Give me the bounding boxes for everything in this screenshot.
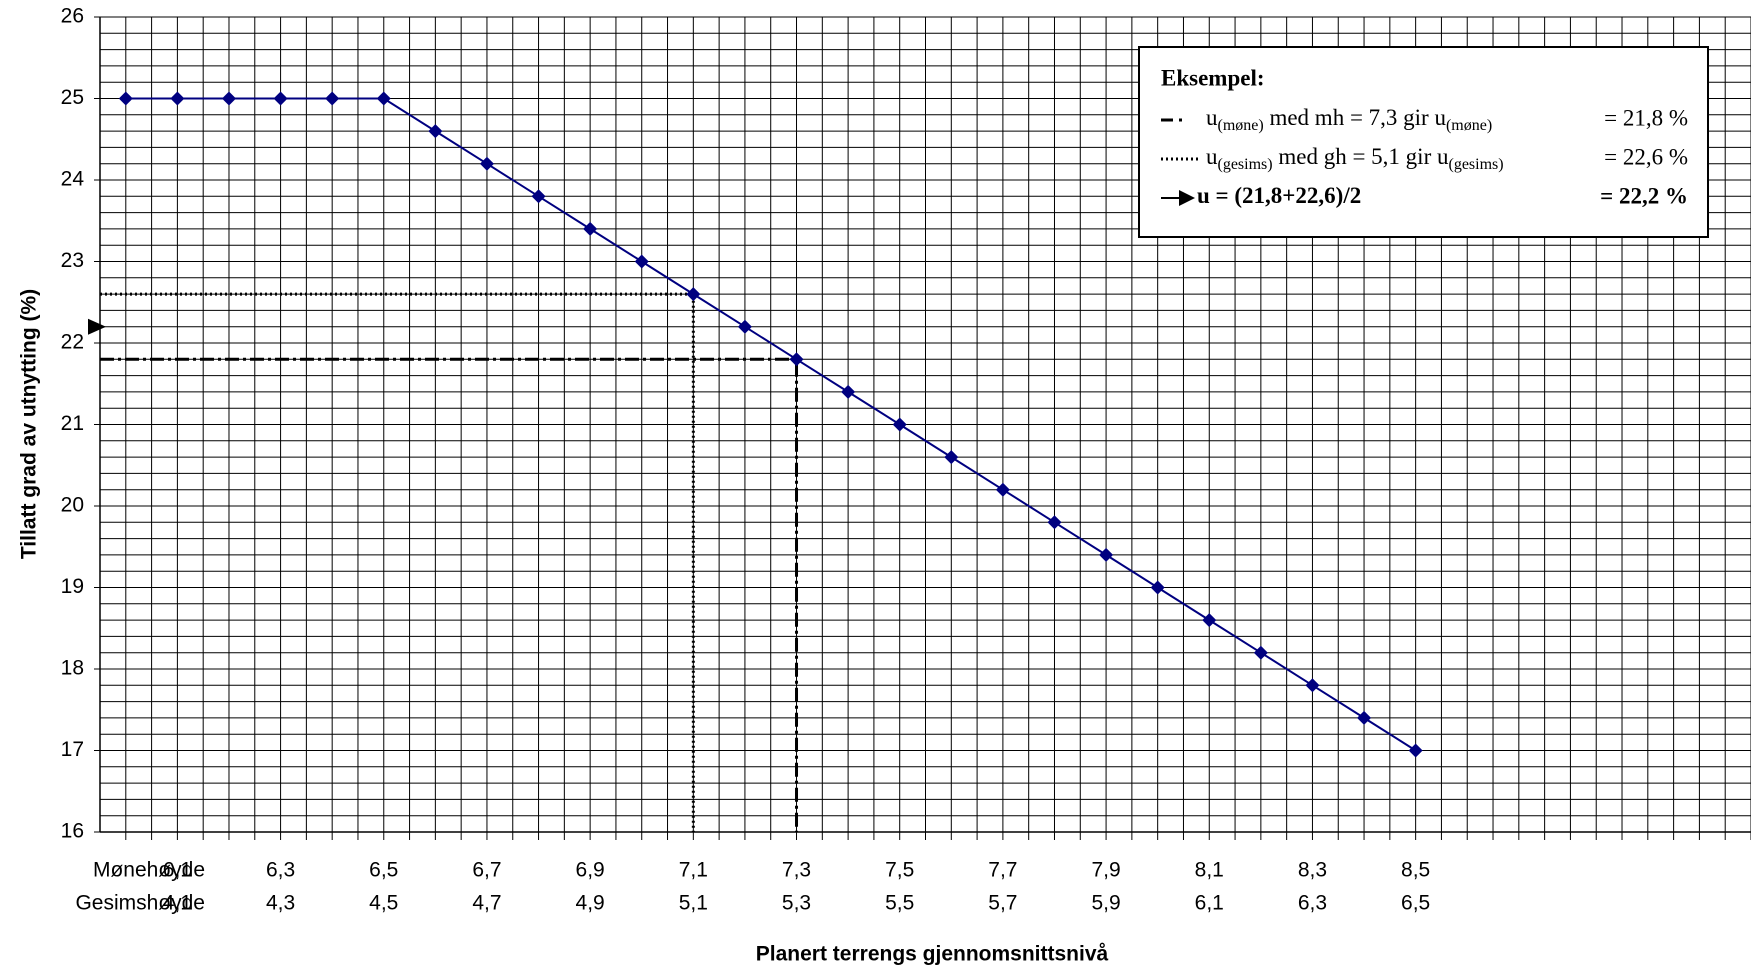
x-tick-label: 6,3: [266, 859, 295, 882]
legend-text: u(gesims) med gh = 5,1 gir u(gesims): [1206, 144, 1504, 172]
x-tick-label: 5,1: [679, 892, 708, 915]
legend-box: [1138, 46, 1709, 238]
x-axis-title: Planert terrengs gjennomsnittsnivå: [756, 943, 1109, 966]
x-tick-label: 7,7: [988, 859, 1017, 882]
legend-text-part: (gesims): [1218, 156, 1273, 173]
x-tick-label: 6,5: [1401, 892, 1430, 915]
data-point: [1253, 645, 1268, 660]
data-point: [1150, 580, 1165, 595]
data-point: [583, 221, 598, 236]
y-tick-label: 17: [61, 738, 84, 761]
x-tick-label: 4,7: [472, 892, 501, 915]
data-point: [634, 254, 649, 269]
x-tick-label: 8,1: [1195, 859, 1224, 882]
x-tick-label: 6,3: [1298, 892, 1327, 915]
data-point: [221, 91, 236, 106]
x-row-title: Mønehøyde: [93, 859, 205, 882]
x-tick-label: 6,1: [1195, 892, 1224, 915]
x-tick-label: 6,9: [576, 859, 605, 882]
y-tick-label: 21: [61, 412, 84, 435]
reference-line: [100, 357, 799, 832]
legend-text-part: med gh = 5,1 gir u: [1273, 144, 1449, 169]
x-tick-label: 4,3: [266, 892, 295, 915]
x-tick-label: 7,1: [679, 859, 708, 882]
data-point: [995, 482, 1010, 497]
x-tick-label: 7,5: [885, 859, 914, 882]
y-tick-label: 23: [61, 249, 84, 272]
data-point: [789, 352, 804, 367]
y-tick-label: 22: [61, 331, 84, 354]
legend-text-part: med mh = 7,3 gir u: [1264, 105, 1447, 130]
x-tick-label: 5,3: [782, 892, 811, 915]
x-tick-label: 5,9: [1091, 892, 1120, 915]
data-point: [686, 287, 701, 302]
legend-text-part: u: [1206, 144, 1218, 169]
data-point: [376, 91, 391, 106]
legend-text-part: (gesims): [1448, 156, 1503, 173]
data-point: [1305, 678, 1320, 693]
data-point: [273, 91, 288, 106]
data-point: [479, 156, 494, 171]
x-tick-label: 5,7: [988, 892, 1017, 915]
legend-symbol: [1179, 190, 1195, 206]
legend-result: = 22,2 %: [1600, 183, 1688, 208]
x-tick-label: 4,5: [369, 892, 398, 915]
y-tick-label: 20: [61, 494, 84, 517]
y-axis-title: Tillatt grad av utnytting (%): [18, 289, 41, 559]
legend-text-part: (møne): [1218, 117, 1264, 134]
y-tick-label: 26: [61, 5, 84, 28]
legend-text-part: u: [1206, 105, 1218, 130]
legend-text: u = (21,8+22,6)/2: [1197, 183, 1361, 208]
y-tick-label: 25: [61, 86, 84, 109]
x-tick-label: 6,1: [163, 859, 192, 882]
x-tick-label: 6,5: [369, 859, 398, 882]
x-row-title: Gesimshøyde: [75, 892, 205, 915]
y-tick-label: 19: [61, 575, 84, 598]
data-point: [944, 450, 959, 465]
legend-text-part: (møne): [1446, 117, 1492, 134]
legend-text: u(møne) med mh = 7,3 gir u(møne): [1206, 105, 1492, 133]
data-point: [531, 189, 546, 204]
data-point: [737, 319, 752, 334]
reference-line: [100, 292, 695, 832]
x-tick-label: 8,3: [1298, 859, 1327, 882]
data-point: [841, 384, 856, 399]
legend-result: = 21,8 %: [1604, 105, 1688, 130]
data-point: [1408, 743, 1423, 758]
y-tick-label: 18: [61, 657, 84, 680]
data-point: [1099, 547, 1114, 562]
x-tick-label: 7,9: [1091, 859, 1120, 882]
legend-result: = 22,6 %: [1604, 144, 1688, 169]
y-tick-label: 16: [61, 820, 84, 843]
x-tick-label: 4,9: [576, 892, 605, 915]
x-tick-label: 4,1: [163, 892, 192, 915]
legend-title: Eksempel:: [1161, 65, 1265, 90]
data-point: [118, 91, 133, 106]
data-point: [170, 91, 185, 106]
x-tick-label: 5,5: [885, 892, 914, 915]
x-tick-label: 7,3: [782, 859, 811, 882]
x-tick-label: 6,7: [472, 859, 501, 882]
data-point: [325, 91, 340, 106]
y-tick-label: 24: [61, 168, 85, 191]
data-point: [892, 417, 907, 432]
data-point: [1202, 613, 1217, 628]
data-point: [1357, 710, 1372, 725]
arrow-marker: [88, 318, 106, 335]
x-tick-label: 8,5: [1401, 859, 1430, 882]
legend-text-part: u = (21,8+22,6)/2: [1197, 183, 1361, 208]
data-line: [125, 97, 1417, 752]
data-point: [428, 124, 443, 139]
data-point: [1047, 515, 1062, 530]
